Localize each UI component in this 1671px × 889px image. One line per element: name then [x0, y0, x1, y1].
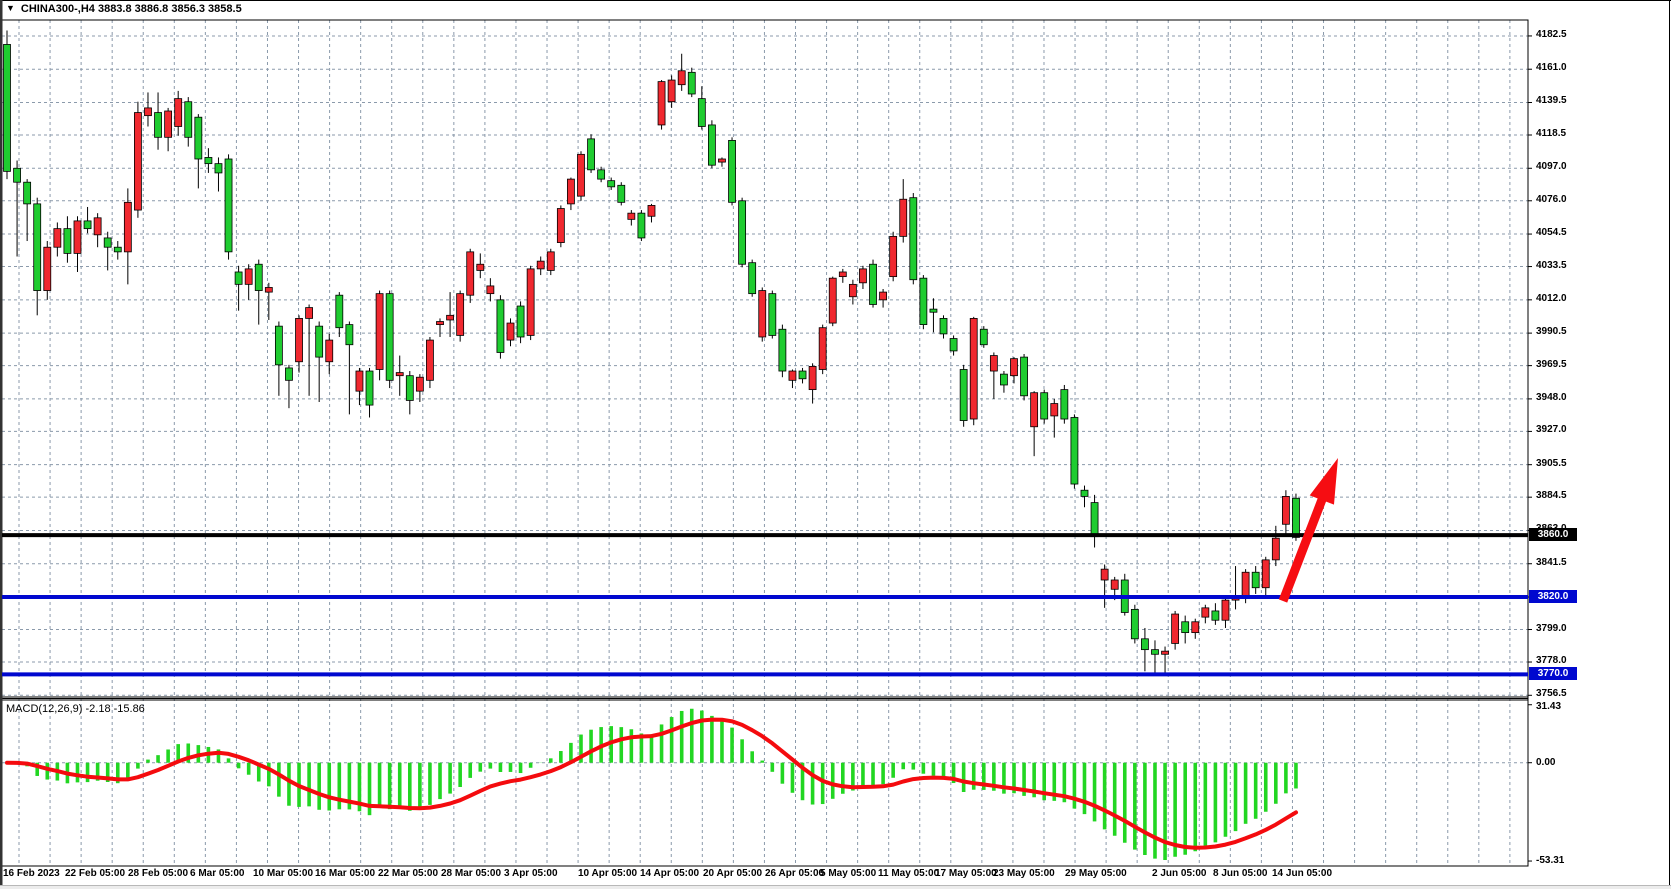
macd-axis-label: 0.00 — [1536, 756, 1556, 768]
macd-axis-label: 31.43 — [1536, 701, 1562, 712]
time-axis-label: 2 Jun 05:00 — [1152, 868, 1207, 879]
time-axis-label: 28 Mar 05:00 — [441, 868, 502, 879]
price-axis-label: 3799.0 — [1536, 622, 1567, 634]
time-axis-label: 14 Apr 05:00 — [640, 868, 700, 879]
time-axis-label: 23 May 05:00 — [993, 868, 1055, 879]
price-axis-label: 4118.5 — [1536, 128, 1567, 139]
price-axis-label: 4033.5 — [1536, 259, 1567, 271]
macd-axis-label: -53.31 — [1536, 855, 1565, 867]
time-axis-label: 16 Feb 2023 — [3, 868, 60, 879]
trend-arrow-shaft[interactable] — [1278, 492, 1329, 603]
time-axis-label: 14 Jun 05:00 — [1272, 868, 1333, 879]
time-axis-label: 11 May 05:00 — [878, 868, 940, 879]
macd-values: -2.18 -15.86 — [85, 703, 145, 715]
price-axis-label: 4054.5 — [1536, 227, 1567, 239]
macd-name: MACD(12,26,9) — [6, 703, 83, 715]
time-axis-label: 22 Feb 05:00 — [65, 868, 126, 879]
chart-ohlc-values: 3883.8 3886.8 3856.3 3858.5 — [97, 3, 242, 15]
price-axis-label: 3841.5 — [1536, 556, 1567, 568]
time-axis-label: 17 May 05:00 — [935, 868, 997, 879]
time-axis-label: 29 May 05:00 — [1065, 868, 1127, 879]
price-axis-label: 4012.0 — [1536, 292, 1567, 304]
time-axis-label: 6 Mar 05:00 — [190, 868, 245, 879]
price-axis-label: 4182.5 — [1536, 28, 1567, 40]
time-axis-label: 26 Apr 05:00 — [765, 868, 825, 879]
time-axis-label: 10 Mar 05:00 — [253, 868, 314, 879]
chart-title: ▼ CHINA300-,H4 3883.8 3886.8 3856.3 3858.… — [6, 3, 242, 18]
price-axis-label: 3948.0 — [1536, 391, 1567, 403]
time-axis-label: 28 Feb 05:00 — [128, 868, 189, 879]
macd-panel-border — [1, 699, 1529, 867]
time-axis-label: 22 Mar 05:00 — [378, 868, 439, 879]
price-axis-label: 3905.5 — [1536, 457, 1567, 469]
macd-indicator-label: MACD(12,26,9) -2.18 -15.86 — [6, 703, 145, 727]
symbol-dropdown-icon[interactable]: ▼ — [6, 3, 15, 13]
price-axis-label: 3927.0 — [1536, 424, 1567, 436]
chart-symbol-period: CHINA300-,H4 — [20, 3, 95, 15]
price-axis-label: 4161.0 — [1536, 62, 1567, 74]
price-axis-label: 3884.5 — [1536, 490, 1567, 502]
time-axis-label: 20 Apr 05:00 — [703, 868, 763, 879]
price-axis-label: 3990.5 — [1536, 326, 1567, 338]
macd-signal-line — [5, 717, 1298, 850]
price-axis-label: 4139.5 — [1536, 95, 1567, 107]
candlesticks — [3, 30, 1300, 675]
price-tag-3860: 3860.0 — [1529, 528, 1577, 542]
time-axis-label: 16 Mar 05:00 — [315, 868, 376, 879]
window-left-edge — [0, 0, 3, 889]
trend-arrow-head[interactable] — [1309, 458, 1338, 505]
price-tag-3820: 3820.0 — [1529, 590, 1577, 603]
price-axis-label: 3778.0 — [1536, 655, 1567, 667]
price-tag-3770: 3770.0 — [1529, 667, 1577, 681]
window-bottom-edge — [0, 885, 1671, 889]
price-axis-label: 4076.0 — [1536, 193, 1567, 205]
price-axis-label: 3969.5 — [1536, 358, 1567, 370]
price-axis-label: 3756.5 — [1536, 688, 1567, 700]
time-axis-label: 5 May 05:00 — [820, 868, 877, 879]
time-axis-label: 8 Jun 05:00 — [1213, 868, 1268, 879]
macd-histogram — [15, 708, 1298, 861]
time-axis-label: 10 Apr 05:00 — [578, 868, 638, 879]
axis-ticks — [1528, 35, 1532, 862]
time-axis-label: 3 Apr 05:00 — [504, 868, 558, 879]
price-axis-label: 4097.0 — [1536, 161, 1567, 173]
